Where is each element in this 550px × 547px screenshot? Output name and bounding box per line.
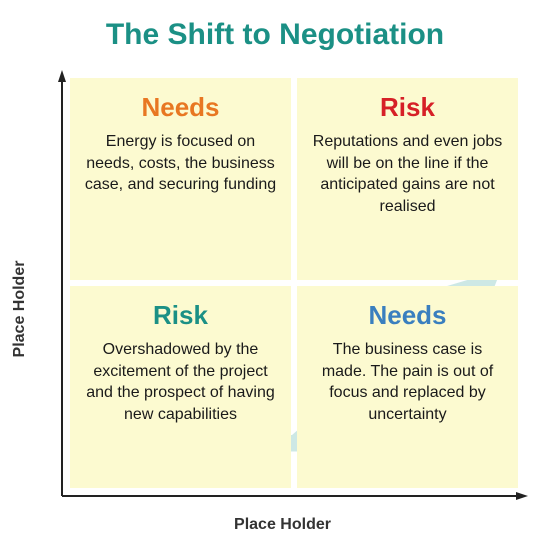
quadrant-title: Risk <box>153 300 208 331</box>
quadrant-chart: Place Holder Needs Energy is focused on … <box>30 70 535 530</box>
quadrant-title: Risk <box>380 92 435 123</box>
y-axis-label: Place Holder <box>11 261 29 358</box>
quadrant-top-right: Risk Reputations and even jobs will be o… <box>297 78 518 280</box>
quadrant-body: Energy is focused on needs, costs, the b… <box>82 131 279 196</box>
quadrant-body: The business case is made. The pain is o… <box>309 339 506 425</box>
quadrant-grid: Needs Energy is focused on needs, costs,… <box>70 78 518 488</box>
x-axis-label: Place Holder <box>234 516 331 534</box>
page-title: The Shift to Negotiation <box>0 0 550 60</box>
quadrant-bottom-left: Risk Overshadowed by the excitement of t… <box>70 286 291 488</box>
quadrant-title: Needs <box>368 300 446 331</box>
quadrant-body: Overshadowed by the excitement of the pr… <box>82 339 279 425</box>
quadrant-top-left: Needs Energy is focused on needs, costs,… <box>70 78 291 280</box>
quadrant-bottom-right: Needs The business case is made. The pai… <box>297 286 518 488</box>
quadrant-title: Needs <box>141 92 219 123</box>
quadrant-body: Reputations and even jobs will be on the… <box>309 131 506 217</box>
